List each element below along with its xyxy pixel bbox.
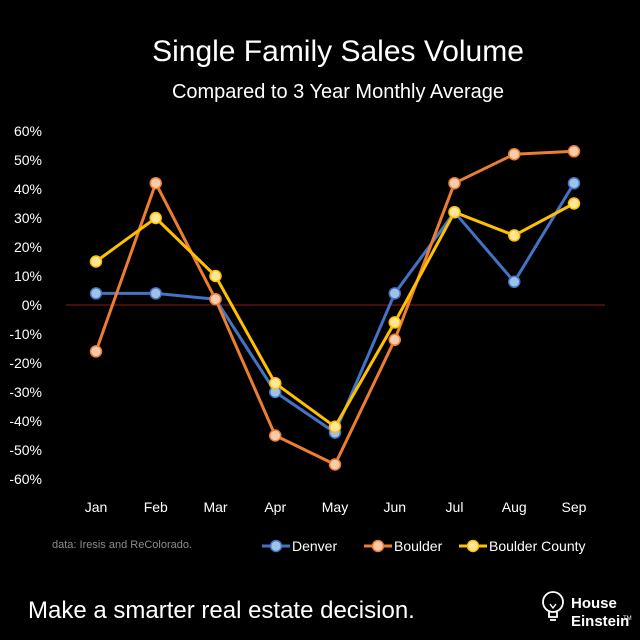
brand-line1: House [571,595,617,612]
point-boulder [388,333,401,347]
y-tick-label: 0% [22,297,42,313]
point-boulder [149,176,162,190]
point-denver [149,287,162,300]
point-boulder [209,292,222,306]
point-boulder-county [388,316,401,329]
legend-marker-boulder-county [466,539,480,553]
legend-label-boulder-county: Boulder County [489,538,586,554]
series-lines [94,149,576,466]
point-boulder [269,429,282,442]
lightbulb-icon [542,591,564,621]
brand-trademark: TM [623,616,632,622]
y-tick-label: -60% [9,471,42,487]
series-line-denver [96,182,576,435]
source-note: data: Iresis and ReColorado. [52,539,192,551]
brand-line2: Einstein [571,613,629,630]
legend-marker-denver [269,539,283,553]
point-boulder-county [269,377,282,390]
point-boulder-county [149,211,162,225]
y-tick-label: -50% [9,442,42,458]
point-boulder-county [89,255,103,268]
x-tick-label: Apr [264,499,286,515]
x-tick-label: Feb [144,499,168,515]
point-boulder-county [209,269,222,283]
x-tick-label: Jun [383,499,406,515]
point-denver [508,275,521,289]
chart-title: Single Family Sales Volume [152,35,524,68]
x-tick-label: Aug [502,499,527,515]
y-tick-label: 20% [14,239,42,255]
point-denver [388,287,401,300]
series-markers [89,145,581,471]
y-tick-label: 30% [14,210,42,226]
y-tick-label: -40% [9,413,42,429]
point-boulder [508,147,521,161]
y-axis: 60% 50% 40% 30% 20% 10% 0% -10% -20% -30% -40% -50%… [9,123,42,487]
tagline: Make a smarter real estate decision. [28,597,415,624]
x-tick-label: Sep [562,499,587,515]
legend: Denver Boulder Boulder County [262,538,586,554]
point-boulder-county [448,205,461,219]
x-axis: Jan Feb Mar Apr May Jun Jul Aug Sep [85,499,587,515]
point-boulder [328,458,342,471]
x-tick-label: Jul [446,499,464,515]
x-tick-label: Mar [203,499,227,515]
x-tick-label: May [322,499,348,515]
legend-label-denver: Denver [292,538,337,554]
y-tick-label: -10% [9,326,42,342]
y-tick-label: 50% [14,152,42,168]
point-boulder [448,176,461,190]
chart-subtitle: Compared to 3 Year Monthly Average [172,81,504,103]
y-tick-label: 40% [14,181,42,197]
y-tick-label: 10% [14,268,42,284]
legend-label-boulder: Boulder [394,538,443,554]
point-denver [567,176,581,190]
x-tick-label: Jan [85,499,108,515]
legend-marker-boulder [371,539,385,553]
point-boulder [89,345,103,358]
point-boulder [567,145,581,158]
series-line-boulder [94,149,575,466]
point-boulder-county [508,229,521,242]
y-tick-label: -20% [9,355,42,371]
series-line-boulder-county [95,202,575,429]
point-boulder-county [328,420,342,434]
y-tick-label: -30% [9,384,42,400]
point-denver [89,287,103,300]
point-boulder-county [567,197,581,210]
y-tick-label: 60% [14,123,42,139]
